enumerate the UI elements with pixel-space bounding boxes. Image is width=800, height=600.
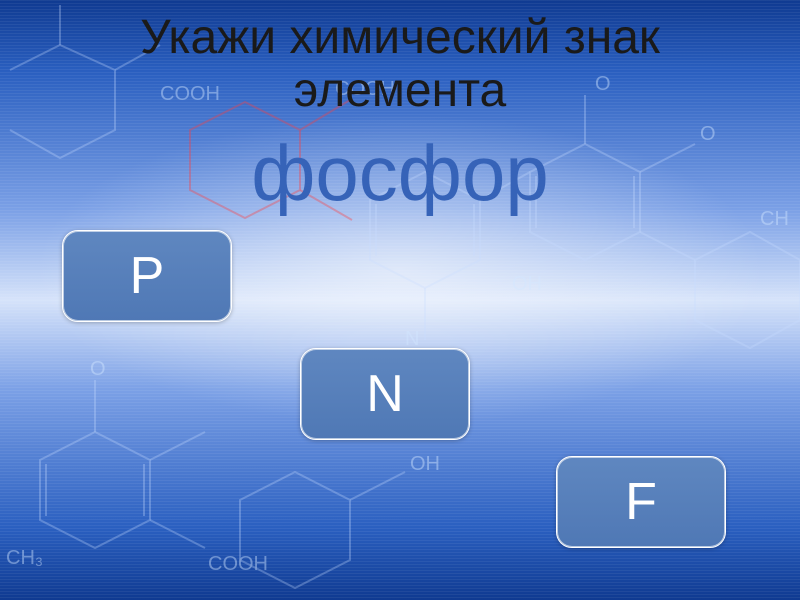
slide-content: Укажи химический знак элемента фосфор P … (0, 0, 800, 600)
element-name: фосфор (0, 128, 800, 219)
option-label: F (625, 472, 657, 532)
title-line-1: Укажи химический знак (140, 11, 660, 64)
option-n[interactable]: N (300, 348, 470, 440)
question-title: Укажи химический знак элемента (0, 12, 800, 118)
option-f[interactable]: F (556, 456, 726, 548)
title-line-2: элемента (294, 64, 506, 117)
option-label: N (366, 364, 404, 424)
option-label: P (130, 246, 165, 306)
option-p[interactable]: P (62, 230, 232, 322)
